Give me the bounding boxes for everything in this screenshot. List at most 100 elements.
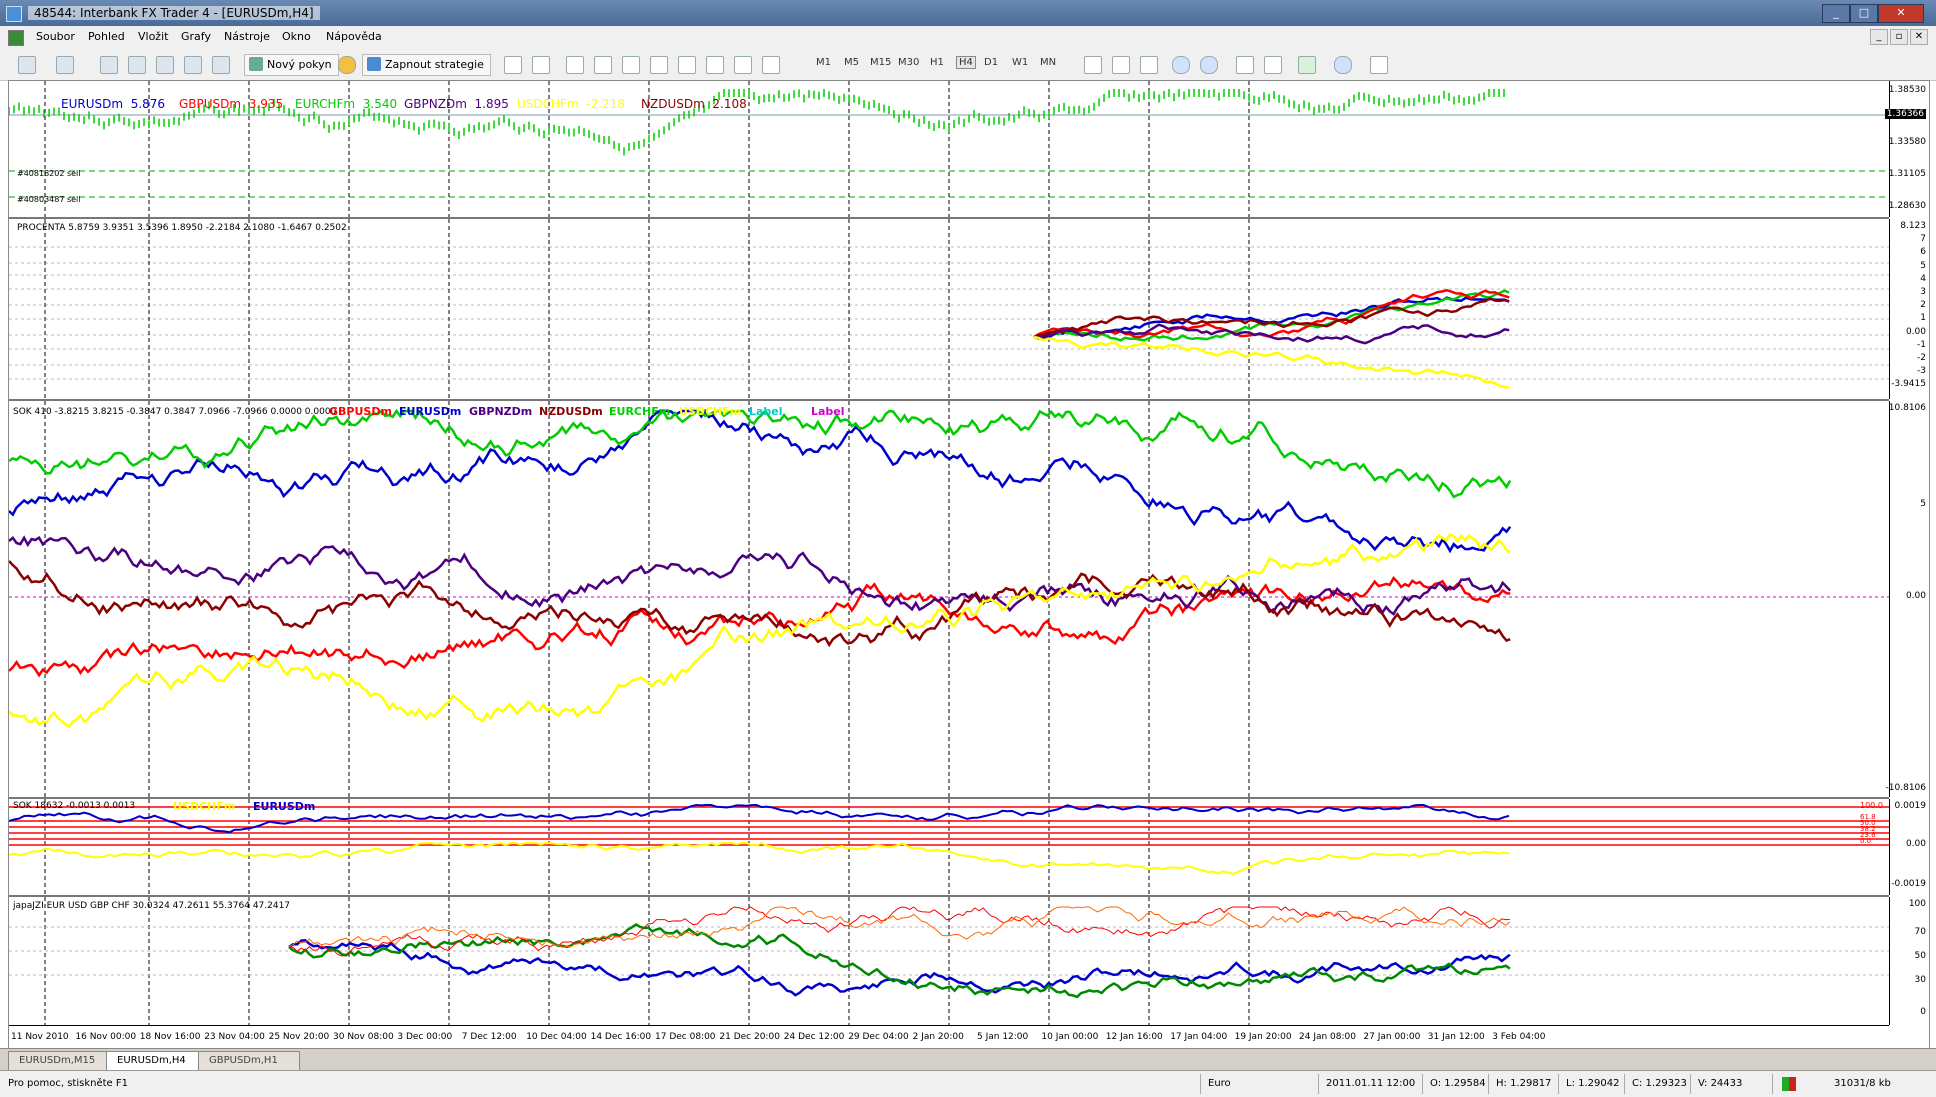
sok410-tick: 0.00 — [1905, 591, 1926, 601]
status-separator — [1422, 1074, 1423, 1094]
japa-svg — [9, 897, 1889, 1025]
minimize-button[interactable]: _ — [1822, 4, 1850, 23]
timeframe-m1[interactable]: M1 — [816, 57, 831, 68]
sok410-axis[interactable]: 10.8106 5 0.00 -10.8106 — [1886, 401, 1930, 797]
text-label-icon[interactable] — [734, 56, 752, 74]
menu-vlozit[interactable]: Vložit — [138, 30, 169, 43]
sok18632-panel[interactable]: SOK 18632 -0.0013 0.0013 USDCHFm EURUSDm — [9, 799, 1889, 897]
fibonacci-icon[interactable] — [678, 56, 696, 74]
chart-tab[interactable]: EURUSDm,M15 — [8, 1051, 120, 1071]
navigator-icon[interactable] — [128, 56, 146, 74]
timeframe-m5[interactable]: M5 — [844, 57, 859, 68]
vertical-line-icon[interactable] — [566, 56, 584, 74]
channel-icon[interactable] — [650, 56, 668, 74]
price-axis[interactable]: 1.38530 1.36366 1.33580 1.31105 1.28630 — [1884, 81, 1930, 217]
menu-grafy[interactable]: Grafy — [181, 30, 211, 43]
close-button[interactable]: ✕ — [1878, 4, 1924, 23]
strategy-tester-icon[interactable] — [184, 56, 202, 74]
procenta-tick: 5 — [1920, 260, 1926, 271]
status-separator — [1558, 1074, 1559, 1094]
menu-soubor[interactable]: Soubor — [36, 30, 75, 43]
mdi-restore-button[interactable]: ▫ — [1890, 29, 1908, 45]
timeframe-h1[interactable]: H1 — [930, 57, 944, 68]
new-order-button[interactable]: Nový pokyn — [244, 54, 339, 76]
history-icon[interactable] — [212, 56, 230, 74]
menu-napoveda[interactable]: Nápověda — [326, 30, 382, 43]
order-line-label[interactable]: #40803487 sell — [17, 195, 81, 204]
new-chart-icon[interactable] — [18, 56, 36, 74]
fib-label: 100.0 — [1860, 801, 1883, 810]
sok410-label: SOK 410 -3.8215 3.8215 -0.3847 0.3847 7.… — [13, 407, 337, 417]
candlestick-icon[interactable] — [1112, 56, 1130, 74]
mdi-close-button[interactable]: ✕ — [1910, 29, 1928, 45]
japa-axis[interactable]: 100 70 50 30 0 — [1889, 897, 1930, 1025]
trendline-icon[interactable] — [622, 56, 640, 74]
chart-tab[interactable]: GBPUSDm,H1 — [198, 1051, 300, 1071]
procenta-tick: 7 — [1920, 234, 1926, 245]
japa-tick: 70 — [1914, 927, 1926, 937]
date-axis[interactable]: 11 Nov 2010 16 Nov 00:00 18 Nov 16:00 23 No… — [9, 1025, 1889, 1050]
text-icon[interactable] — [706, 56, 724, 74]
horizontal-line-icon[interactable] — [594, 56, 612, 74]
fib-label: 0.0 — [1860, 837, 1872, 845]
status-datetime: 2011.01.11 12:00 — [1326, 1078, 1416, 1089]
profiles-icon[interactable] — [56, 56, 74, 74]
status-open: O: 1.29584 — [1430, 1078, 1486, 1089]
maximize-button[interactable]: □ — [1850, 4, 1878, 23]
price-tick: 1.31105 — [1888, 169, 1926, 179]
timeframe-mn[interactable]: MN — [1040, 57, 1057, 68]
strategies-icon — [367, 57, 381, 71]
cursor-icon[interactable] — [504, 56, 522, 74]
procenta-series — [1033, 296, 1510, 339]
terminal-icon[interactable] — [156, 56, 174, 74]
line-chart-icon[interactable] — [1140, 56, 1158, 74]
arrows-icon[interactable] — [762, 56, 780, 74]
date-tick: 7 Dec 12:00 — [461, 1032, 517, 1042]
timeframe-w1[interactable]: W1 — [1012, 57, 1029, 68]
zoom-in-icon[interactable] — [1172, 56, 1190, 74]
sok410-legend-item: GBPNZDm — [469, 405, 533, 418]
date-tick: 12 Jan 16:00 — [1105, 1032, 1163, 1042]
status-profile: Euro — [1208, 1078, 1231, 1089]
status-bar: Pro pomoc, stiskněte F1 Euro 2011.01.11 … — [0, 1070, 1936, 1097]
market-watch-icon[interactable] — [100, 56, 118, 74]
sok410-panel[interactable]: SOK 410 -3.8215 3.8215 -0.3847 0.3847 7.… — [9, 401, 1889, 799]
date-tick: 17 Jan 04:00 — [1170, 1032, 1228, 1042]
date-tick: 21 Dec 20:00 — [719, 1032, 780, 1042]
auto-scroll-icon[interactable] — [1236, 56, 1254, 74]
date-tick: 24 Dec 12:00 — [783, 1032, 845, 1042]
sok18632-axis[interactable]: 0.0019 0.00 -0.0019 100.0 61.8 50.0 38.2… — [1860, 799, 1930, 895]
legend-eurchf: EURCHFm 3.540 — [295, 97, 398, 111]
date-tick: 23 Nov 04:00 — [204, 1032, 265, 1042]
sok410-series — [9, 408, 1512, 499]
zoom-out-icon[interactable] — [1200, 56, 1218, 74]
timeframe-m30[interactable]: M30 — [898, 57, 920, 68]
menu-okno[interactable]: Okno — [282, 30, 311, 43]
procenta-panel[interactable]: PROCENTA 5.8759 3.9351 3.5396 1.8950 -2.… — [9, 219, 1889, 401]
status-separator — [1772, 1074, 1773, 1094]
procenta-label: PROCENTA 5.8759 3.9351 3.5396 1.8950 -2.… — [17, 223, 347, 233]
metaeditor-icon[interactable] — [338, 56, 356, 74]
menu-pohled[interactable]: Pohled — [88, 30, 125, 43]
price-panel[interactable]: EURUSDm 5.876 GBPUSDm 3.935 EURCHFm 3.54… — [9, 81, 1889, 219]
indicators-icon[interactable] — [1298, 56, 1316, 74]
periods-icon[interactable] — [1334, 56, 1352, 74]
sok410-legend-item: Label — [749, 405, 783, 418]
timeframe-d1[interactable]: D1 — [984, 57, 999, 68]
menu-nastroje[interactable]: Nástroje — [224, 30, 270, 43]
crosshair-icon[interactable] — [532, 56, 550, 74]
timeframe-h4[interactable]: H4 — [956, 56, 976, 69]
sok410-tick: 10.8106 — [1888, 403, 1926, 413]
expert-advisors-button[interactable]: Zapnout strategie — [362, 54, 491, 76]
mdi-minimize-button[interactable]: _ — [1870, 29, 1888, 45]
templates-icon[interactable] — [1370, 56, 1388, 74]
chart-shift-icon[interactable] — [1264, 56, 1282, 74]
timeframe-m15[interactable]: M15 — [870, 57, 892, 68]
japa-panel[interactable]: japaJZI EUR USD GBP CHF 30.0324 47.2611 … — [9, 897, 1889, 1025]
chart-window[interactable]: EURUSDm 5.876 GBPUSDm 3.935 EURCHFm 3.54… — [8, 80, 1930, 1050]
order-line-label[interactable]: #40818202 sell — [17, 169, 81, 178]
procenta-axis[interactable]: 8.123 7 6 5 4 3 2 1 0.00 -1 -2 -3 -3.9415 — [1889, 219, 1930, 399]
procenta-tick: 8.123 — [1900, 221, 1926, 231]
fib-label: 50.0 — [1860, 819, 1876, 827]
bar-chart-icon[interactable] — [1084, 56, 1102, 74]
